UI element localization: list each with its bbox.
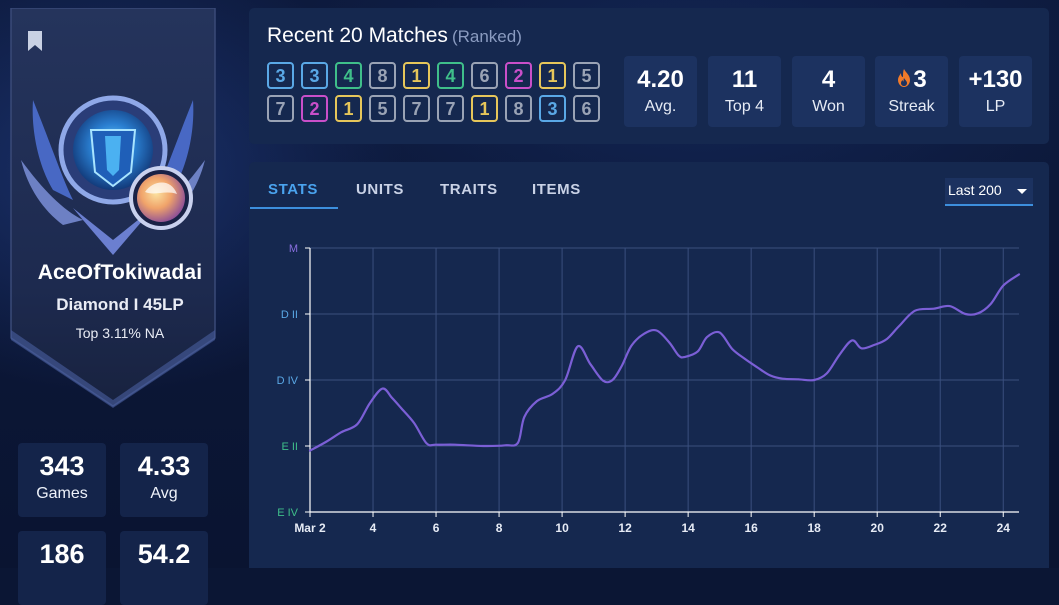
placement-badge[interactable]: 5 xyxy=(369,95,396,122)
rank-label: Diamond I 45LP xyxy=(56,295,184,314)
placement-badge[interactable]: 7 xyxy=(267,95,294,122)
recent-matches-card: Recent 20 Matches (Ranked) 3 3 4 8 1 4 6 … xyxy=(249,8,1049,144)
top4-label: Top 4 xyxy=(724,98,765,115)
lp-gain-label: LP xyxy=(985,98,1006,115)
stat-games: 343 Games xyxy=(18,443,106,517)
lp-graph-card: STATS UNITS TRAITS ITEMS Last 200 E IV E … xyxy=(249,162,1049,568)
x-tick-label: 6 xyxy=(433,521,440,535)
y-axis-ticks: E IV E II D IV D II M xyxy=(277,243,299,519)
placement-badge[interactable]: 3 xyxy=(301,62,328,89)
x-tick-label: 18 xyxy=(807,521,821,535)
stat-label: Avg xyxy=(150,485,178,502)
avg-placement-box: 4.20 Avg. xyxy=(624,56,697,127)
tab-traits[interactable]: TRAITS xyxy=(440,181,498,198)
placement-badge[interactable]: 3 xyxy=(539,95,566,122)
stat-value: 54.2 xyxy=(137,539,191,569)
x-tick-label: 20 xyxy=(871,521,885,535)
y-tick-label: D IV xyxy=(277,375,299,387)
y-tick-label: E II xyxy=(281,441,298,453)
x-tick-label: 4 xyxy=(370,521,377,535)
profile-panel: AceOfTokiwadai Diamond I 45LP Top 3.11% … xyxy=(7,8,219,413)
x-tick-label: Mar 2 xyxy=(294,521,326,535)
lp-history-chart: E IV E II D IV D II M Mar 2 4 6 8 10 12 14 16 18 20 22… xyxy=(277,243,1021,535)
placement-badge[interactable]: 3 xyxy=(267,62,294,89)
x-tick-label: 24 xyxy=(997,521,1011,535)
tab-items[interactable]: ITEMS xyxy=(532,181,581,198)
rank-banner xyxy=(10,8,216,408)
chart-grid xyxy=(305,247,1019,517)
x-tick-label: 10 xyxy=(555,521,569,535)
stat-value: 186 xyxy=(39,539,85,569)
range-dropdown[interactable]: Last 200 xyxy=(945,178,1033,206)
streak-label: Streak xyxy=(888,98,935,115)
top4-value: 11 xyxy=(731,66,758,93)
tab-units[interactable]: UNITS xyxy=(356,181,404,198)
placement-badge[interactable]: 2 xyxy=(301,95,328,122)
x-tick-label: 8 xyxy=(496,521,503,535)
active-tab-indicator xyxy=(250,207,338,209)
bookmark-icon[interactable] xyxy=(26,30,44,52)
stat-top4-rate: 54.2 xyxy=(120,531,208,605)
won-box: 4 Won xyxy=(792,56,865,127)
streak-value: 3 xyxy=(913,66,927,93)
placement-badge[interactable]: 1 xyxy=(403,62,430,89)
placement-grid: 3 3 4 8 1 4 6 2 1 5 7 2 1 5 7 7 1 8 3 6 xyxy=(267,62,607,122)
stat-avg: 4.33 Avg xyxy=(120,443,208,517)
stat-value: 343 xyxy=(39,451,85,481)
x-tick-label: 14 xyxy=(681,521,695,535)
placement-badge[interactable]: 7 xyxy=(437,95,464,122)
stat-label: Games xyxy=(36,485,88,502)
x-tick-label: 12 xyxy=(618,521,632,535)
streak-box: 3 Streak xyxy=(875,56,948,127)
recent-subtitle: (Ranked) xyxy=(451,27,522,46)
summoner-name: AceOfTokiwadai xyxy=(37,261,203,284)
fire-icon xyxy=(898,69,911,87)
graph-tabs: STATS UNITS TRAITS ITEMS xyxy=(249,162,649,210)
placement-badge[interactable]: 1 xyxy=(539,62,566,89)
placement-badge[interactable]: 8 xyxy=(369,62,396,89)
avg-placement-label: Avg. xyxy=(644,98,677,115)
stat-value: 4.33 xyxy=(137,451,191,481)
placement-badge[interactable]: 4 xyxy=(335,62,362,89)
placement-badge[interactable]: 8 xyxy=(505,95,532,122)
x-axis-ticks: Mar 2 4 6 8 10 12 14 16 18 20 22 24 xyxy=(294,521,1010,535)
placement-badge[interactable]: 6 xyxy=(471,62,498,89)
placement-badge[interactable]: 1 xyxy=(471,95,498,122)
y-tick-label: M xyxy=(289,243,298,255)
top4-box: 11 Top 4 xyxy=(708,56,781,127)
recent-title-text: Recent 20 Matches xyxy=(267,24,448,47)
percentile-label: Top 3.11% NA xyxy=(75,325,165,341)
lp-series-line xyxy=(308,273,1021,452)
y-tick-label: D II xyxy=(281,309,298,321)
diamond-rank-emblem xyxy=(21,95,205,255)
stat-wins: 186 xyxy=(18,531,106,605)
won-value: 4 xyxy=(821,66,836,93)
y-tick-label: E IV xyxy=(277,507,298,519)
placement-badge[interactable]: 6 xyxy=(573,95,600,122)
placement-badge[interactable]: 7 xyxy=(403,95,430,122)
won-label: Won xyxy=(812,98,845,115)
lp-gain-value: +130 xyxy=(968,66,1023,93)
recent-matches-title: Recent 20 Matches (Ranked) xyxy=(267,24,522,48)
avg-placement-value: 4.20 xyxy=(637,66,684,93)
range-dropdown-value: Last 200 xyxy=(948,182,1002,198)
lp-gain-box: +130 LP xyxy=(959,56,1032,127)
chevron-down-icon xyxy=(1017,189,1027,194)
streak-value-row: 3 xyxy=(875,66,948,94)
x-tick-label: 16 xyxy=(744,521,758,535)
placement-badge[interactable]: 4 xyxy=(437,62,464,89)
tab-stats[interactable]: STATS xyxy=(268,181,318,198)
placement-badge[interactable]: 1 xyxy=(335,95,362,122)
x-tick-label: 22 xyxy=(934,521,948,535)
placement-badge[interactable]: 5 xyxy=(573,62,600,89)
placement-badge[interactable]: 2 xyxy=(505,62,532,89)
